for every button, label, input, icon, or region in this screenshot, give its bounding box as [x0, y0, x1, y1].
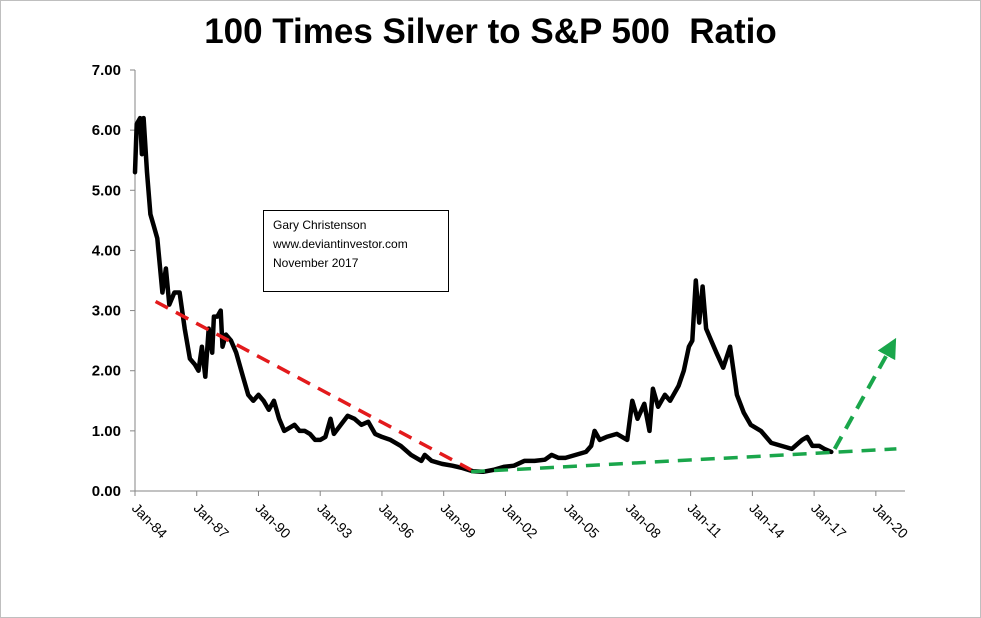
y-tick-label: 7.00 [92, 62, 121, 79]
x-tick-label: Jan-87 [191, 500, 233, 542]
y-tick-label: 6.00 [92, 122, 121, 139]
y-tick-label: 3.00 [92, 303, 121, 320]
x-tick-label: Jan-96 [376, 500, 418, 542]
x-tick-label: Jan-08 [623, 500, 665, 542]
x-tick-label: Jan-99 [438, 500, 480, 542]
chart-title: 100 Times Silver to S&P 500 Ratio [204, 12, 777, 51]
ratio-line [132, 115, 834, 475]
x-tick-label: Jan-14 [746, 500, 788, 542]
y-tick-label: 1.00 [92, 423, 121, 440]
credit-date: November 2017 [273, 256, 359, 270]
x-tick-label: Jan-84 [129, 500, 171, 542]
uptrend-arrow [832, 337, 897, 450]
x-tick-label: Jan-17 [808, 500, 850, 542]
uptrend-line [471, 447, 897, 474]
y-tick-label: 2.00 [92, 363, 121, 380]
credit-author: Gary Christenson [273, 218, 367, 232]
y-tick-label: 4.00 [92, 242, 121, 259]
x-tick-label: Jan-11 [685, 500, 726, 541]
x-tick-label: Jan-20 [870, 500, 912, 542]
downtrend-line [154, 299, 472, 472]
x-tick-label: Jan-93 [314, 500, 356, 542]
credit-website: www.deviantinvestor.com [273, 237, 408, 251]
x-tick-label: Jan-02 [499, 500, 541, 542]
y-tick-label: 5.00 [92, 182, 121, 199]
credit-textbox: Gary Christenson www.deviantinvestor.com… [263, 210, 449, 292]
x-tick-label: Jan-05 [561, 500, 603, 542]
x-tick-label: Jan-90 [252, 500, 294, 542]
y-tick-label: 0.00 [92, 483, 121, 500]
